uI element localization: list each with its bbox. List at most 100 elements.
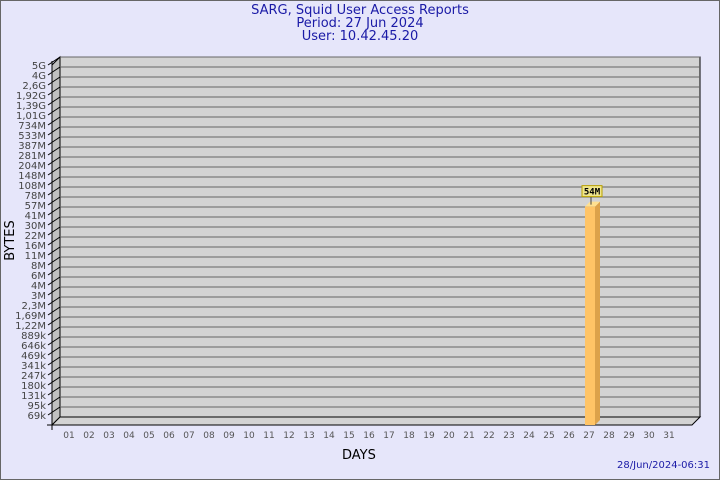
y-tick-label: 533M [18,131,46,142]
x-tick-label: 13 [303,431,314,441]
y-tick-label: 469k [21,351,46,362]
x-axis-label: DAYS [342,448,376,463]
x-tick-label: 03 [103,431,114,441]
y-tick-label: 131k [21,391,46,402]
y-tick [47,136,61,146]
y-tick-label: 95k [27,401,46,412]
x-tick-label: 01 [63,431,74,441]
x-tick-label: 15 [343,431,354,441]
y-tick-label: 1,01G [16,111,46,122]
y-tick-label: 108M [18,181,46,192]
x-tick-label: 08 [203,431,215,441]
y-tick-label: 5G [32,61,46,72]
y-tick [47,256,61,266]
y-tick [47,336,61,346]
y-tick-label: 4G [32,71,46,82]
x-tick-label: 05 [143,431,154,441]
y-tick-label: 387M [18,141,46,152]
chart-user: User: 10.42.45.20 [301,29,419,44]
y-tick [47,166,61,176]
y-tick [47,246,61,256]
y-tick-label: 4M [31,281,46,292]
y-tick [47,186,61,196]
y-tick-label: 2,3M [21,301,46,312]
y-tick-label: 646k [21,341,46,352]
y-axis-label: BYTES [2,220,18,261]
y-tick [47,56,61,66]
y-tick-label: 1,22M [15,321,46,332]
y-tick [47,396,61,406]
x-tick-label: 24 [523,431,535,441]
y-tick-label: 69k [27,411,46,422]
x-tick-label: 02 [83,431,94,441]
x-tick-label: 29 [623,431,635,441]
y-tick [47,86,61,96]
y-tick [47,356,61,366]
y-tick [47,146,61,156]
y-tick [47,306,61,316]
x-tick-label: 28 [603,431,615,441]
y-tick-label: 57M [25,201,46,212]
y-tick [47,276,61,286]
x-tick-label: 11 [263,431,274,441]
y-tick-label: 889k [21,331,46,342]
y-tick [47,196,61,206]
y-tick [47,406,61,416]
y-tick-label: 148M [18,171,46,182]
y-tick [47,126,61,136]
x-tick-label: 27 [583,431,594,441]
x-tick-label: 21 [463,431,474,441]
x-tick-label: 23 [503,431,514,441]
y-tick [47,346,61,356]
y-tick [47,106,61,116]
x-tick-label: 07 [183,431,194,441]
y-tick-label: 6M [31,271,46,282]
y-tick [47,226,61,236]
chart-period: Period: 27 Jun 2024 [296,16,424,31]
plot-floor [50,416,702,426]
y-tick [47,216,61,226]
bar-top [585,201,600,207]
y-tick-label: 1,39G [16,101,46,112]
x-tick-label: 22 [483,431,494,441]
y-tick [47,376,61,386]
chart-title: SARG, Squid User Access Reports [251,3,469,18]
y-tick-label: 78M [25,191,46,202]
y-tick [47,66,61,76]
y-tick-label: 30M [25,221,46,232]
x-tick-label: 12 [283,431,294,441]
y-tick [47,176,61,186]
y-tick [47,316,61,326]
x-tick-label: 19 [423,431,435,441]
x-tick-label: 09 [223,431,235,441]
y-tick [47,236,61,246]
y-tick-label: 11M [25,251,46,262]
data-label: 54M [584,188,601,198]
bar-side [595,201,600,425]
generated-timestamp: 28/Jun/2024-06:31 [617,460,710,471]
y-tick-label: 1,92G [16,91,46,102]
data-label-box [581,185,603,198]
y-tick-label: 1,69M [15,311,46,322]
y-tick [47,156,61,166]
y-tick-label: 180k [21,381,46,392]
y-tick-label: 41M [25,211,46,222]
y-tick-label: 204M [18,161,46,172]
y-tick [47,296,61,306]
y-tick-label: 22M [25,231,46,242]
y-tick-label: 341k [21,361,46,372]
y-tick [47,76,61,86]
y-tick [47,116,61,126]
y-tick [47,386,61,396]
x-tick-label: 20 [443,431,455,441]
x-tick-label: 25 [543,431,554,441]
y-tick-label: 247k [21,371,46,382]
x-tick-label: 16 [363,431,375,441]
x-tick-label: 18 [403,431,415,441]
x-tick-label: 17 [383,431,394,441]
y-tick [47,96,61,106]
x-tick-label: 10 [243,431,255,441]
x-tick-label: 04 [123,431,135,441]
y-tick-label: 2,6G [22,81,46,92]
